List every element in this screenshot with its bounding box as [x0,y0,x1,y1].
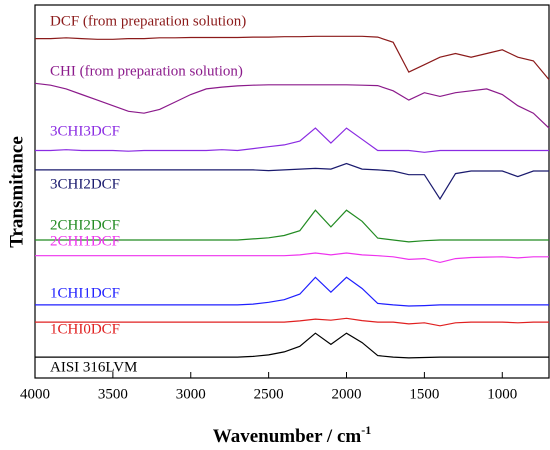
spectrum-line [35,252,549,264]
spectrum-line [35,162,549,201]
spectrum-line [35,127,549,153]
series-label: 3CHI3DCF [50,123,120,139]
series-label: 3CHI2DCF [50,176,120,192]
series-label: 2CHI2DCF [50,217,120,233]
x-tick-label: 2000 [332,386,362,402]
x-axis-label-main: Wavenumber / cm [213,426,362,447]
x-tick-label: 1000 [487,386,517,402]
series-label: AISI 316LVM [50,359,137,375]
x-tick-label: 3500 [98,386,128,402]
spectrum-line [35,332,549,359]
x-tick-label: 1500 [409,386,439,402]
series-label: 1CHI0DCF [50,321,120,337]
spectrum-line [35,317,549,327]
series-label: DCF (from preparation solution) [50,13,246,29]
series-label: 1CHI1DCF [50,285,120,301]
series-label: 2CHI1DCF [50,233,120,249]
y-axis-label: Transmitance [6,136,27,248]
x-tick-label: 2500 [254,386,284,402]
series-label: CHI (from preparation solution) [50,63,243,79]
spectrum-line [35,276,549,307]
x-tick-label: 4000 [20,386,50,402]
plot-frame [34,4,550,379]
spectrum-line [35,209,549,243]
x-tick-label: 3000 [176,386,206,402]
spectrum-line [35,35,550,80]
spectrum-line [34,82,550,129]
x-axis-label: Wavenumber / cm-1 [213,423,371,448]
x-axis-label-superscript: -1 [361,423,371,437]
